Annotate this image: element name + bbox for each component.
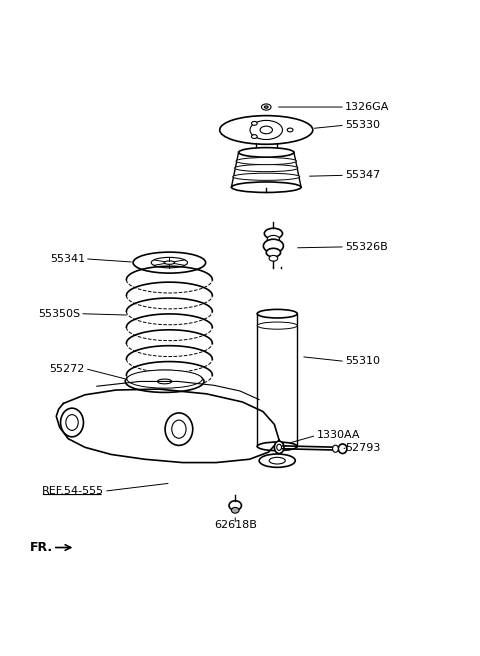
Ellipse shape (262, 104, 271, 110)
Ellipse shape (257, 442, 297, 451)
Text: 62618B: 62618B (214, 520, 257, 529)
Ellipse shape (275, 441, 284, 453)
Text: 55326B: 55326B (345, 242, 388, 252)
Ellipse shape (151, 257, 188, 268)
Ellipse shape (60, 408, 84, 437)
Text: 55310: 55310 (345, 356, 380, 367)
Text: 1326GA: 1326GA (345, 102, 389, 112)
Text: 55341: 55341 (50, 254, 85, 264)
Ellipse shape (172, 420, 186, 438)
Ellipse shape (127, 370, 202, 388)
Text: 55347: 55347 (345, 171, 380, 180)
Ellipse shape (252, 134, 257, 138)
Ellipse shape (264, 228, 282, 239)
Text: 55330: 55330 (345, 120, 380, 130)
Ellipse shape (266, 249, 281, 257)
Ellipse shape (267, 236, 280, 243)
Ellipse shape (220, 115, 313, 144)
Text: FR.: FR. (30, 541, 53, 554)
Ellipse shape (287, 128, 293, 132)
Ellipse shape (165, 413, 193, 445)
Ellipse shape (338, 444, 347, 453)
Ellipse shape (157, 379, 172, 384)
Ellipse shape (236, 157, 297, 165)
Ellipse shape (235, 165, 298, 172)
Ellipse shape (264, 106, 268, 108)
Ellipse shape (260, 126, 273, 134)
Ellipse shape (257, 322, 297, 329)
Ellipse shape (239, 148, 294, 157)
Ellipse shape (164, 261, 175, 264)
Ellipse shape (269, 457, 285, 464)
Text: 52793: 52793 (345, 443, 380, 453)
Ellipse shape (231, 182, 301, 192)
Ellipse shape (257, 310, 297, 318)
Ellipse shape (66, 415, 78, 430)
Ellipse shape (250, 121, 282, 140)
Ellipse shape (133, 252, 205, 273)
Text: REF.54-555: REF.54-555 (42, 486, 104, 496)
Ellipse shape (233, 173, 300, 180)
Ellipse shape (269, 255, 278, 261)
Ellipse shape (231, 508, 239, 513)
Ellipse shape (252, 121, 257, 125)
Ellipse shape (259, 454, 295, 467)
Ellipse shape (277, 444, 281, 451)
Ellipse shape (125, 371, 204, 392)
Ellipse shape (229, 501, 241, 510)
Text: 1330AA: 1330AA (316, 430, 360, 440)
Ellipse shape (142, 375, 187, 388)
Text: 55272: 55272 (49, 363, 85, 373)
Ellipse shape (264, 239, 283, 253)
Ellipse shape (333, 445, 338, 453)
Text: 55350S: 55350S (38, 309, 80, 319)
